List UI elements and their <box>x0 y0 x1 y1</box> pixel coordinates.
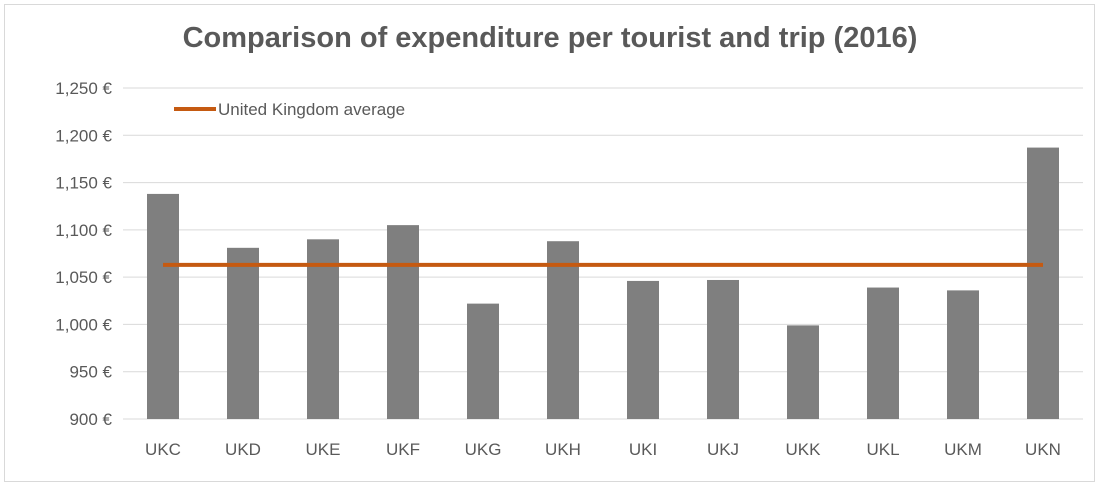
y-tick-label: 1,200 € <box>55 126 112 145</box>
bar-ukk <box>787 325 819 419</box>
gridlines <box>123 87 1083 420</box>
bar-ukj <box>707 279 739 419</box>
x-tick-label: UKN <box>1025 440 1061 459</box>
bar-ukd <box>227 247 259 419</box>
y-tick-label: 1,050 € <box>55 268 112 287</box>
x-tick-label: UKJ <box>707 440 739 459</box>
bar-ukh <box>547 241 579 419</box>
y-tick-label: 1,000 € <box>55 315 112 334</box>
bar-ukc <box>147 193 179 419</box>
bar-ukf <box>387 225 419 419</box>
x-tick-label: UKC <box>145 440 181 459</box>
x-tick-label: UKE <box>306 440 341 459</box>
x-axis: UKC UKD UKE UKF UKG UKH UKI UKJ UKK UKL UKM UKN <box>145 440 1061 459</box>
bar-uke <box>307 239 339 419</box>
y-tick-label: 950 € <box>69 363 112 382</box>
legend: United Kingdom average <box>174 100 405 119</box>
y-axis: 900 € 950 € 1,000 € 1,050 € 1,100 € 1,150 € 1,… <box>55 79 112 429</box>
x-tick-label: UKI <box>629 440 657 459</box>
y-tick-label: 1,150 € <box>55 174 112 193</box>
bars <box>147 147 1059 419</box>
x-tick-label: UKF <box>386 440 420 459</box>
x-tick-label: UKK <box>786 440 822 459</box>
x-tick-label: UKH <box>545 440 581 459</box>
legend-label: United Kingdom average <box>218 100 405 119</box>
x-tick-label: UKG <box>465 440 502 459</box>
y-tick-label: 1,250 € <box>55 79 112 98</box>
bar-ukg <box>467 303 499 419</box>
y-tick-label: 1,100 € <box>55 221 112 240</box>
x-tick-label: UKM <box>944 440 982 459</box>
x-tick-label: UKL <box>866 440 899 459</box>
chart-title: Comparison of expenditure per tourist an… <box>182 22 918 54</box>
bar-uki <box>627 280 659 419</box>
x-tick-label: UKD <box>225 440 261 459</box>
y-tick-label: 900 € <box>69 410 112 429</box>
bar-ukl <box>867 287 899 419</box>
bar-ukm <box>947 290 979 419</box>
bar-ukn <box>1027 147 1059 419</box>
